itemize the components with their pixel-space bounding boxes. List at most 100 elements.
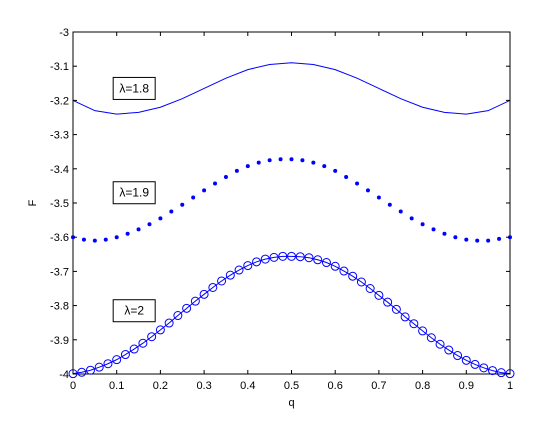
data-point-2 (321, 258, 331, 268)
data-point-2 (348, 271, 358, 281)
data-point-1 (398, 209, 403, 214)
data-point-1 (431, 227, 436, 232)
data-point-2 (225, 270, 235, 280)
data-point-1 (114, 235, 119, 240)
data-point-2 (103, 359, 113, 369)
data-point-2 (85, 365, 95, 375)
data-point-2 (155, 325, 165, 335)
data-point-2 (243, 261, 253, 271)
data-point-2 (208, 282, 218, 292)
x-tick-label: 0.6 (328, 380, 343, 392)
x-tick-label: 0.2 (153, 380, 168, 392)
series-line-2 (72, 255, 511, 375)
data-point-1 (245, 164, 250, 169)
data-point-1 (136, 227, 141, 232)
data-point-2 (129, 344, 139, 354)
x-tick-label: 0.1 (109, 380, 124, 392)
data-point-2 (444, 345, 454, 355)
annotations: λ=1.8 λ=1.9 λ=2 (112, 76, 156, 323)
data-point-2 (173, 311, 183, 321)
data-point-2 (356, 277, 366, 287)
data-point-1 (300, 158, 305, 163)
data-point-2 (435, 339, 445, 349)
data-point-1 (213, 181, 218, 186)
data-point-2 (190, 296, 200, 306)
data-point-1 (464, 237, 469, 242)
data-point-2 (391, 304, 401, 314)
data-point-2 (304, 253, 314, 263)
data-point-2 (339, 266, 349, 276)
data-point-1 (409, 216, 414, 221)
annotation-box (112, 299, 156, 323)
y-tick-label: -3.6 (50, 232, 69, 244)
y-tick-label: -3.4 (50, 164, 69, 176)
data-point-1 (365, 188, 370, 193)
data-point-2 (147, 332, 157, 342)
x-tick-label: 0.7 (371, 380, 386, 392)
data-point-1 (267, 158, 272, 163)
data-point-2 (260, 254, 270, 264)
annotation-box (112, 76, 156, 100)
data-point-1 (202, 188, 207, 193)
x-tick-label: 0.3 (196, 380, 211, 392)
x-tick-label: 0.9 (459, 380, 474, 392)
series-line-0 (72, 62, 511, 115)
data-point-2 (278, 251, 288, 261)
data-point-2 (287, 251, 296, 261)
data-point-2 (409, 319, 419, 329)
data-point-1 (333, 168, 338, 173)
x-tick-label: 0 (70, 380, 76, 392)
y-tick-label: -3.9 (50, 335, 69, 347)
x-axis-title: q (288, 397, 294, 409)
y-axis: -3 -3.1 -3.2 -3.3 -3.4 -3.5 -3.6 -3.7 -3.8 -3.9 -4 (50, 27, 510, 381)
y-tick-label: -3.8 (50, 301, 69, 313)
y-axis-title: F (27, 199, 39, 206)
data-point-2 (453, 351, 463, 361)
data-point-1 (453, 235, 458, 240)
y-tick-label: -3.5 (50, 198, 69, 210)
annotation-box (112, 181, 156, 205)
data-point-1 (442, 231, 447, 236)
data-point-1 (169, 209, 174, 214)
data-point-2 (182, 303, 192, 313)
data-point-2 (400, 312, 410, 322)
data-point-2 (330, 261, 340, 271)
data-point-1 (486, 238, 491, 243)
annotation-label: λ=1.9 (119, 186, 149, 200)
data-point-2 (488, 366, 498, 376)
data-point-2 (295, 252, 305, 262)
annotation-label: λ=1.8 (119, 81, 149, 95)
y-tick-label: -3.7 (50, 266, 69, 278)
data-point-2 (252, 257, 262, 267)
data-point-1 (234, 168, 239, 173)
y-tick-label: -3 (59, 27, 69, 39)
data-point-2 (461, 355, 471, 365)
x-tick-label: 1 (507, 380, 513, 392)
data-point-1 (223, 175, 228, 180)
data-point-1 (256, 160, 261, 165)
data-point-2 (374, 290, 384, 300)
data-point-2 (77, 367, 87, 377)
data-point-1 (289, 157, 294, 162)
data-point-2 (94, 362, 104, 372)
data-point-2 (217, 276, 227, 286)
data-point-2 (269, 252, 279, 262)
y-tick-label: -3.1 (50, 61, 69, 73)
data-point-1 (376, 195, 381, 200)
data-point-1 (81, 237, 86, 242)
data-point-1 (191, 195, 196, 200)
data-point-1 (278, 157, 283, 162)
data-point-2 (365, 284, 375, 293)
data-point-2 (199, 289, 209, 299)
data-point-1 (92, 238, 97, 243)
data-point-1 (311, 160, 316, 165)
data-point-2 (496, 368, 506, 378)
x-tick-label: 0.8 (415, 380, 430, 392)
data-point-1 (103, 237, 108, 242)
data-point-1 (475, 238, 480, 243)
data-point-2 (418, 326, 428, 336)
annotation-label: λ=2 (124, 304, 144, 318)
data-point-2 (112, 355, 122, 365)
